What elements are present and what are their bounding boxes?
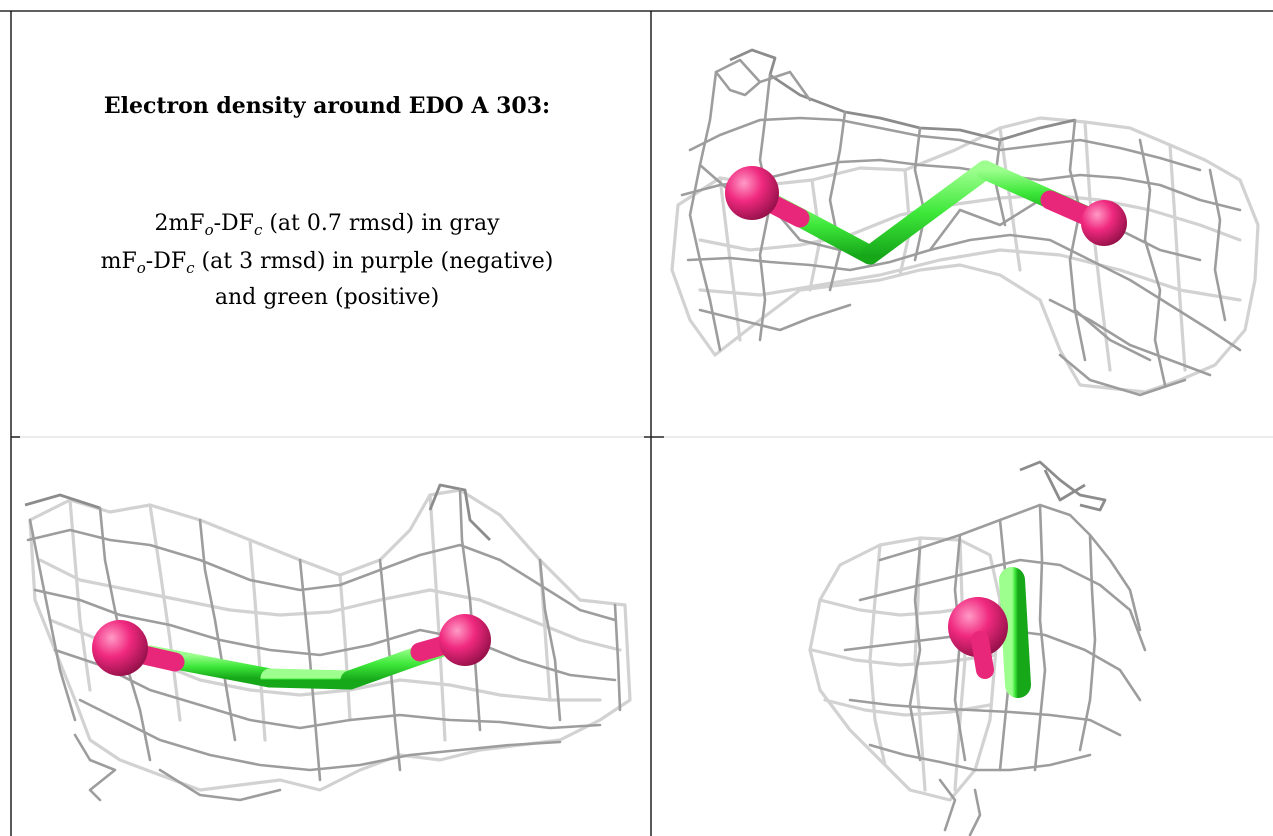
legend-line-2: mFo-DFc (at 3 rmsd) in purple (negative): [101, 249, 554, 277]
mesh-back-bottom-right: [808, 536, 1002, 802]
density-view-bottom-right: [808, 460, 1147, 836]
oxygen-atom-right: [1081, 200, 1127, 246]
density-view-bottom-left: [24, 483, 632, 802]
oxygen-atom-right: [439, 614, 491, 666]
ligand-bottom-left: [92, 614, 491, 690]
caption-cell: Electron density around EDO A 303: 2mFo-…: [101, 93, 554, 310]
oxygen-atom-center: [948, 597, 1008, 657]
carbon-bond-2: [260, 668, 360, 690]
table-grid: [0, 10, 1273, 836]
caption-title: Electron density around EDO A 303:: [104, 93, 550, 119]
legend-line-3: and green (positive): [215, 285, 439, 310]
carbon-bond-1: [999, 567, 1031, 698]
oxygen-atom-left: [725, 166, 779, 220]
oxygen-atom-left: [92, 620, 148, 676]
legend-line-1: 2mFo-DFc (at 0.7 rmsd) in gray: [154, 211, 500, 239]
ligand-top-right: [725, 160, 1127, 265]
ligand-bottom-right: [948, 567, 1031, 698]
mesh-front-top-right: [680, 48, 1242, 397]
carbon-bond-2: [860, 160, 995, 265]
density-view-top-right: [670, 48, 1260, 397]
oxygen-bond-1: [971, 631, 994, 679]
